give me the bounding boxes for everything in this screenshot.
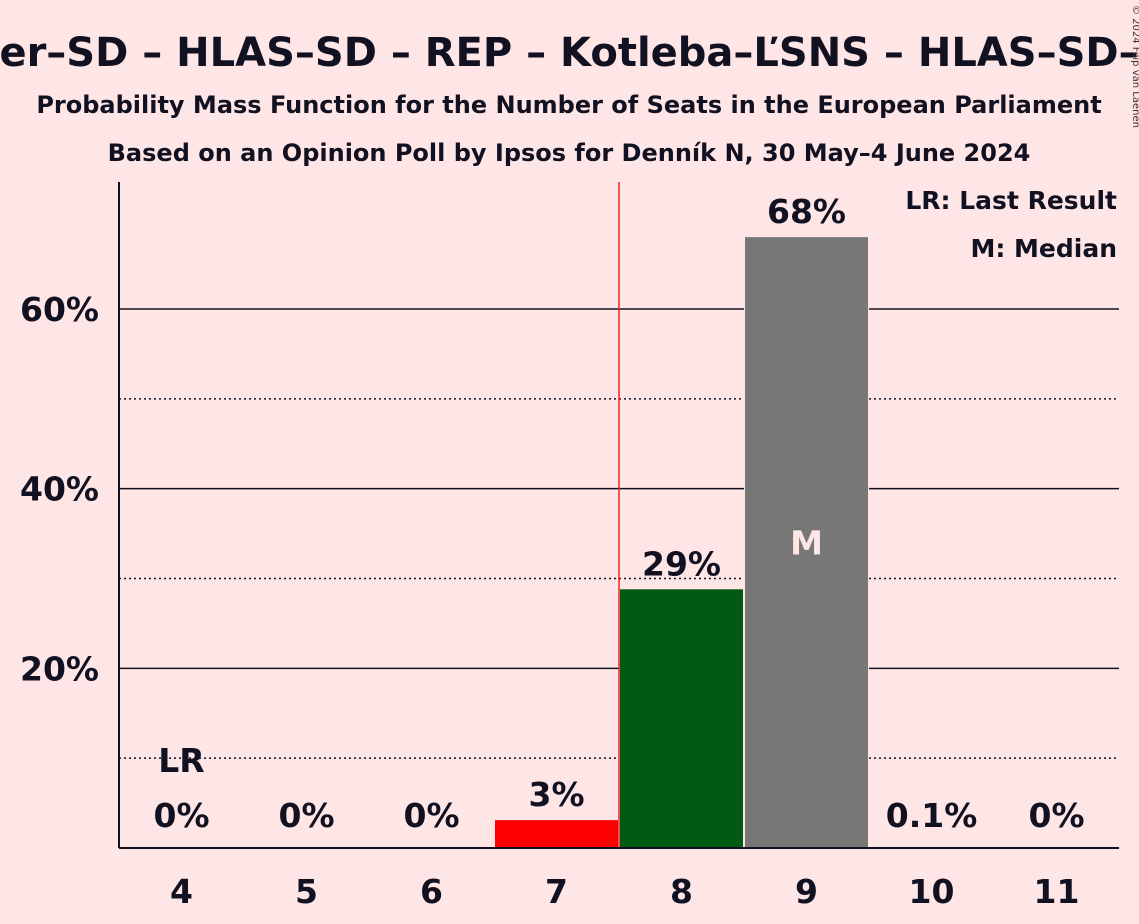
x-tick-label-11: 11 — [1034, 872, 1080, 911]
x-tick-label-9: 9 — [795, 872, 818, 911]
chart-subtitle-1: Probability Mass Function for the Number… — [36, 91, 1101, 119]
data-label-7: 3% — [528, 775, 584, 814]
y-tick-label-60: 60% — [20, 290, 99, 329]
y-tick-label-20: 20% — [20, 649, 99, 688]
labels-group: 20% 40% 60% 4 5 6 7 8 9 10 11 0% 0% 0% 3% 29% 68% 0.1% 0% — [20, 192, 1085, 911]
data-label-10: 0.1% — [886, 796, 978, 835]
x-tick-label-6: 6 — [420, 872, 443, 911]
copyright-notice: © 2024 Filip van Laenen — [1130, 5, 1139, 128]
x-tick-label-5: 5 — [295, 872, 318, 911]
last-result-marker: LR — [158, 741, 204, 780]
chart-title: er–SD – HLAS–SD – REP – Kotleba–ĽSNS – H… — [0, 30, 1139, 76]
x-tick-label-7: 7 — [545, 872, 568, 911]
data-label-6: 0% — [403, 796, 459, 835]
bar-7 — [495, 820, 618, 848]
data-label-11: 0% — [1028, 796, 1084, 835]
bars-group — [494, 237, 869, 849]
x-tick-label-10: 10 — [909, 872, 955, 911]
data-label-9: 68% — [767, 192, 846, 231]
y-tick-label-40: 40% — [20, 470, 99, 509]
markers-group: M LR — [158, 182, 823, 848]
data-label-8: 29% — [642, 544, 721, 583]
x-tick-label-4: 4 — [170, 872, 193, 911]
x-tick-label-8: 8 — [670, 872, 693, 911]
data-label-4: 0% — [153, 796, 209, 835]
axes-group — [118, 182, 1119, 849]
data-label-5: 0% — [278, 796, 334, 835]
chart-subtitle-2: Based on an Opinion Poll by Ipsos for De… — [108, 139, 1031, 167]
legend-median: M: Median — [970, 234, 1117, 263]
median-marker: M — [790, 524, 823, 563]
legend-last-result: LR: Last Result — [905, 186, 1117, 215]
bar-8 — [620, 589, 743, 848]
bar-9 — [745, 237, 868, 849]
